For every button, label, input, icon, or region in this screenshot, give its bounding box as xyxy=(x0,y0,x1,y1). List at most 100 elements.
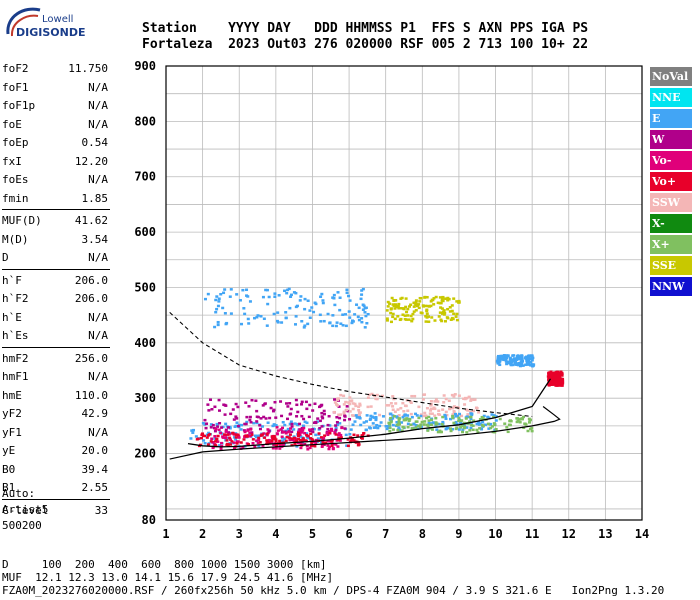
echo-point xyxy=(452,410,456,413)
echo-point xyxy=(305,432,309,435)
echo-point xyxy=(214,298,218,302)
param-row: h`E N/A xyxy=(2,309,108,328)
echo-point xyxy=(330,444,334,448)
echo-point xyxy=(295,304,299,308)
legend-item: X+ xyxy=(650,235,692,254)
echo-point xyxy=(306,322,310,326)
x-tick-label: 2 xyxy=(199,527,206,541)
echo-point xyxy=(345,288,349,292)
echo-point xyxy=(259,417,263,420)
echo-point xyxy=(284,439,288,443)
echo-point xyxy=(355,303,359,306)
echo-point xyxy=(434,421,438,424)
echo-point xyxy=(344,433,348,437)
echo-point xyxy=(312,310,316,314)
echo-point xyxy=(264,288,268,292)
echo-point xyxy=(308,428,312,431)
echo-point xyxy=(230,440,234,443)
echo-point xyxy=(328,321,332,325)
echo-point xyxy=(487,427,491,430)
echo-point xyxy=(429,404,433,407)
echo-point xyxy=(454,415,458,418)
echo-point xyxy=(555,370,559,374)
echo-point xyxy=(390,296,394,300)
echo-point xyxy=(309,437,313,440)
echo-point xyxy=(311,428,315,431)
echo-point xyxy=(391,315,395,319)
echo-point xyxy=(318,405,322,409)
echo-point xyxy=(300,426,304,430)
echo-point xyxy=(404,297,408,300)
echo-point xyxy=(319,320,323,323)
param-value: N/A xyxy=(88,370,108,383)
echo-point xyxy=(235,421,239,424)
echo-point xyxy=(207,409,211,412)
echo-point xyxy=(429,407,433,411)
echo-point xyxy=(303,324,307,327)
echo-point xyxy=(560,383,564,387)
echo-point xyxy=(424,315,428,318)
echo-point xyxy=(331,314,335,317)
echo-point xyxy=(335,404,339,407)
echo-point xyxy=(274,447,278,450)
echo-point xyxy=(335,415,339,419)
param-name: foF1 xyxy=(2,80,29,94)
echo-point xyxy=(394,299,398,302)
echo-point xyxy=(388,426,392,430)
echo-point xyxy=(334,433,338,436)
dashed-curve xyxy=(169,311,533,418)
echo-point xyxy=(295,415,299,418)
echo-point xyxy=(438,296,442,299)
param-name: hmE xyxy=(2,388,22,402)
param-value: 0.54 xyxy=(81,136,109,149)
echo-point xyxy=(417,416,421,420)
echo-point xyxy=(337,433,341,437)
echo-point xyxy=(553,380,557,384)
echo-point xyxy=(434,295,438,299)
echo-point xyxy=(231,432,235,435)
echo-point xyxy=(274,416,278,419)
echo-point xyxy=(469,415,473,419)
echo-point xyxy=(370,392,374,396)
echo-point xyxy=(323,434,327,437)
echo-point xyxy=(462,423,466,427)
echo-point xyxy=(442,401,446,404)
echo-point xyxy=(401,415,405,419)
echo-point xyxy=(357,408,361,412)
echo-point xyxy=(292,428,296,431)
echo-point xyxy=(203,441,207,445)
echo-point xyxy=(360,289,364,292)
echo-point xyxy=(393,303,397,306)
echo-point xyxy=(209,423,213,426)
echo-point xyxy=(430,418,434,422)
echo-point xyxy=(424,320,428,323)
echo-point xyxy=(550,378,554,382)
echo-point xyxy=(429,423,433,426)
echo-point xyxy=(469,399,473,402)
echo-point xyxy=(275,432,279,436)
echo-point xyxy=(245,288,249,292)
echo-point xyxy=(518,421,522,424)
echo-point xyxy=(242,429,246,432)
echo-point xyxy=(437,422,441,426)
echo-point xyxy=(217,300,221,303)
echo-point xyxy=(348,410,352,413)
echo-point xyxy=(237,435,241,438)
echo-point xyxy=(300,431,304,434)
echo-point xyxy=(274,440,278,443)
echo-point xyxy=(427,419,431,422)
echo-point xyxy=(248,431,252,434)
param-row: hmF1 N/A xyxy=(2,368,108,387)
param-value: N/A xyxy=(88,117,108,131)
footer-line1: D 100 200 400 600 800 1000 1500 3000 [km… xyxy=(2,558,327,571)
echo-point xyxy=(372,416,376,419)
echo-point xyxy=(286,288,290,292)
echo-point xyxy=(339,413,343,416)
echo-point xyxy=(403,418,407,421)
echo-point xyxy=(429,422,433,425)
echo-point xyxy=(249,421,253,424)
echo-point xyxy=(443,311,447,315)
echo-point xyxy=(302,424,306,428)
echo-point xyxy=(203,297,207,301)
echo-point xyxy=(494,427,498,431)
